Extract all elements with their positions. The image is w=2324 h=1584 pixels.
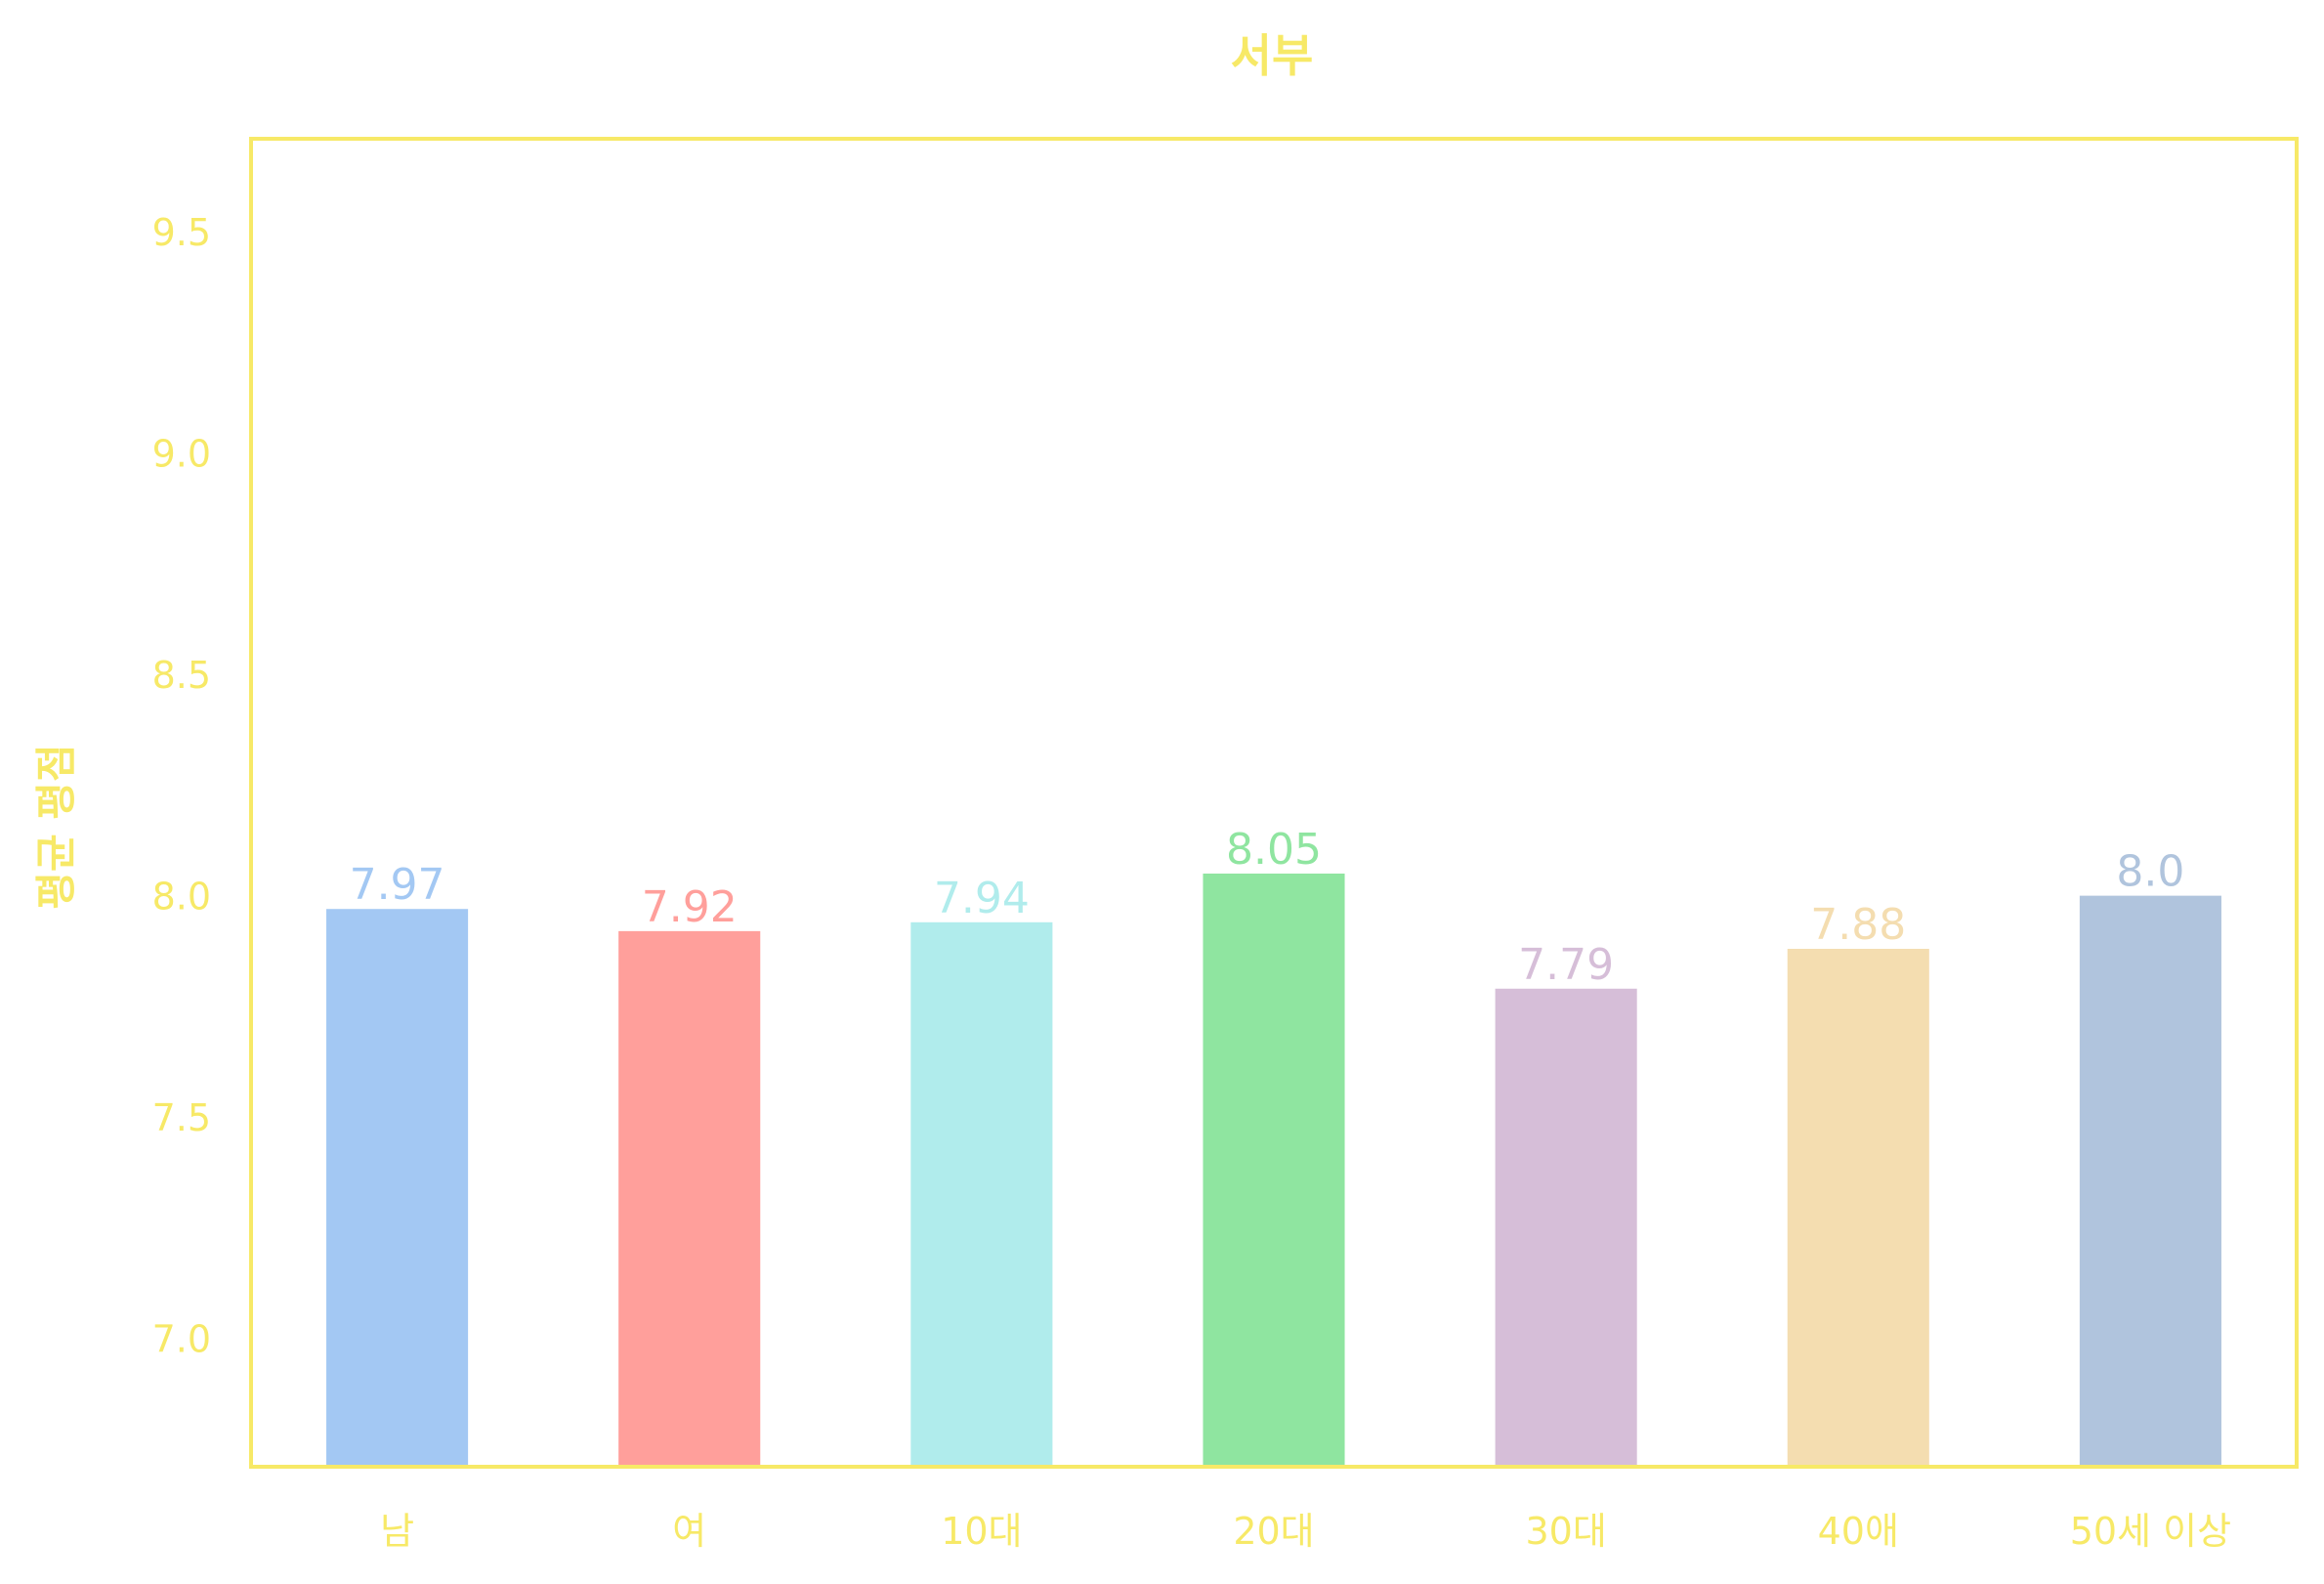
plot-area-frame (249, 137, 2299, 1469)
x-tick-label-0: 남 (380, 1510, 414, 1553)
data-label-4: 7.79 (1518, 940, 1614, 990)
x-tick-label-3: 20대 (1233, 1510, 1314, 1553)
bar-2 (910, 921, 1053, 1467)
x-ticks-group: 남 여 10대 20대 30대 40애 50세 이상 (380, 1510, 2231, 1553)
y-ticks-group: 7.0 7.5 8.0 8.5 9.0 9.5 (152, 211, 211, 1361)
bar-6 (2079, 895, 2221, 1467)
y-tick-label-3: 8.5 (152, 654, 211, 697)
x-tick-label-5: 40애 (1818, 1510, 1899, 1553)
chart-title: 서부 (1231, 29, 1314, 82)
data-label-0: 7.97 (350, 860, 445, 910)
data-label-6: 8.0 (2116, 847, 2184, 897)
bar-3 (1203, 873, 1345, 1467)
x-tick-label-2: 10대 (941, 1510, 1022, 1553)
x-tick-label-4: 30대 (1525, 1510, 1606, 1553)
y-tick-label-1: 7.5 (152, 1096, 211, 1139)
bar-1 (618, 930, 761, 1467)
bar-0 (326, 909, 469, 1467)
bars-group: 7.97 7.92 7.94 8.05 7.79 7.88 8.0 (326, 825, 2221, 1467)
y-tick-label-4: 9.0 (152, 433, 211, 476)
y-tick-label-2: 8.0 (152, 876, 211, 919)
data-label-3: 8.05 (1226, 825, 1322, 875)
bar-5 (1787, 948, 1929, 1467)
data-label-2: 7.94 (934, 874, 1030, 923)
y-axis-label: 평균 평점 (32, 744, 80, 909)
y-tick-label-0: 7.0 (152, 1318, 211, 1361)
data-label-5: 7.88 (1810, 900, 1906, 950)
y-tick-label-5: 9.5 (152, 211, 211, 254)
bar-4 (1495, 988, 1637, 1467)
x-tick-label-1: 여 (672, 1510, 706, 1553)
data-label-1: 7.92 (642, 882, 738, 932)
x-tick-label-6: 50세 이상 (2070, 1510, 2231, 1553)
